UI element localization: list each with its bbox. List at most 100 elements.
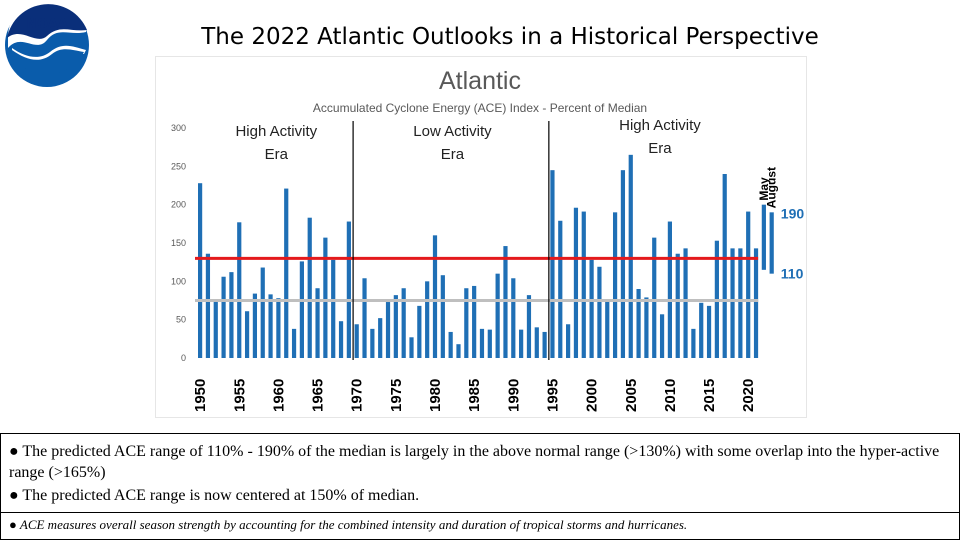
bar-2011 [675,253,680,358]
bar-1972 [370,328,375,358]
bar-1971 [362,278,367,358]
bar-2017 [722,174,727,358]
x-tick-label: 2005 [623,379,640,412]
bar-1997 [566,324,571,358]
bullet-icon: ● [9,443,19,460]
bar-1957 [252,293,258,358]
bar-1983 [456,344,461,358]
y-tick-label: 150 [171,238,186,248]
x-tick-label: 2000 [584,379,601,412]
bar-1952 [213,301,218,358]
bar-1974 [385,302,391,358]
note-predicted-range-text: The predicted ACE range of 110% - 190% o… [9,443,940,481]
footnote-text: ACE measures overall season strength by … [19,517,688,532]
y-tick-label: 50 [176,315,186,325]
bar-2005 [628,154,633,358]
bar-2001 [597,266,602,358]
bar-1969 [346,221,351,358]
era-label-line1: Low Activity [413,123,492,140]
bar-1973 [378,318,383,358]
bar-2006 [636,289,641,358]
bar-1981 [440,275,445,358]
bar-1966 [323,237,328,358]
bar-2000 [589,259,594,358]
note-predicted-range: ● The predicted ACE range of 110% - 190%… [9,441,954,483]
x-tick-label: 1965 [310,379,327,412]
y-tick-label: 250 [171,161,186,171]
bar-1980 [432,235,438,358]
bar-1968 [338,321,344,358]
bar-1994 [542,331,547,358]
x-tick-label: 1980 [427,379,444,412]
forecast-low-label: 110 [781,266,804,282]
bar-2021 [753,248,759,358]
x-tick-label: 2015 [701,379,718,412]
era-label-line2: Era [265,146,289,163]
bar-1987 [487,329,492,358]
bar-1999 [581,211,586,358]
ace-bar-chart: Atlantic Accumulated Cyclone Energy (ACE… [171,67,805,412]
chart-subtitle: Accumulated Cyclone Energy (ACE) Index -… [313,101,647,115]
bar-2013 [691,328,696,358]
bar-2010 [667,221,672,358]
bar-1958 [260,267,265,358]
bar-2008 [652,237,657,358]
bar-1962 [291,328,297,358]
footnote-box: ● ACE measures overall season strength b… [0,512,960,540]
y-tick-label: 0 [181,353,186,363]
bar-1993 [534,327,539,358]
x-tick-label: 1985 [466,379,483,412]
era-boundaries [352,121,550,360]
chart-title: Atlantic [439,67,521,95]
notes-box: ● The predicted ACE range of 110% - 190%… [0,433,960,514]
bar-1960 [276,298,281,358]
bar-1992 [526,295,532,358]
forecast-bar-august [769,212,774,274]
x-tick-label: 2010 [662,379,679,412]
bar-2015 [706,305,712,358]
x-tick-label: 2020 [740,379,757,412]
page-title: The 2022 Atlantic Outlooks in a Historic… [201,24,819,50]
reference-lines [195,256,759,302]
bar-1976 [401,288,406,358]
note-centered-text: The predicted ACE range is now centered … [22,487,420,504]
noaa-logo: NOAA [5,2,89,87]
bar-1955 [237,222,242,358]
bar-1965 [315,288,320,358]
bar-2009 [659,314,665,358]
bar-1951 [205,253,211,358]
bar-1954 [229,272,234,358]
bar-1964 [307,217,312,358]
bar-1982 [448,331,453,358]
x-tick-label: 1950 [192,379,209,412]
era-label-line1: High Activity [619,117,701,134]
bar-2007 [644,297,649,358]
bar-1975 [393,295,398,358]
era-label-line1: High Activity [235,123,317,140]
bar-1978 [417,305,422,358]
bar-1961 [284,188,289,358]
bar-1967 [331,259,336,358]
x-tick-label: 1955 [231,379,248,412]
note-centered: ● The predicted ACE range is now centere… [9,485,954,506]
x-axis: 1950 1955 1960 1965 1970 1975 1980 1985 1990 1995… [192,379,757,412]
bar-1988 [495,273,500,358]
ace-chart-panel: Atlantic Accumulated Cyclone Energy (ACE… [155,56,807,418]
bar-2019 [738,248,743,358]
bar-1970 [354,324,359,358]
y-axis: 0 50 100 150 200 250 300 [171,123,186,363]
x-tick-label: 1990 [505,379,522,412]
bar-1979 [425,281,430,358]
bar-1991 [519,329,524,358]
bar-1989 [503,246,508,358]
noaa-logo-text: NOAA [26,17,68,32]
bullet-icon: ● [9,517,17,532]
forecast-label-august: August [765,167,779,208]
bar-1953 [221,276,226,358]
bar-1998 [573,207,579,358]
bar-1990 [511,278,516,358]
x-tick-label: 1995 [544,379,561,412]
y-tick-label: 100 [171,276,186,286]
x-tick-label: 1975 [388,379,405,412]
